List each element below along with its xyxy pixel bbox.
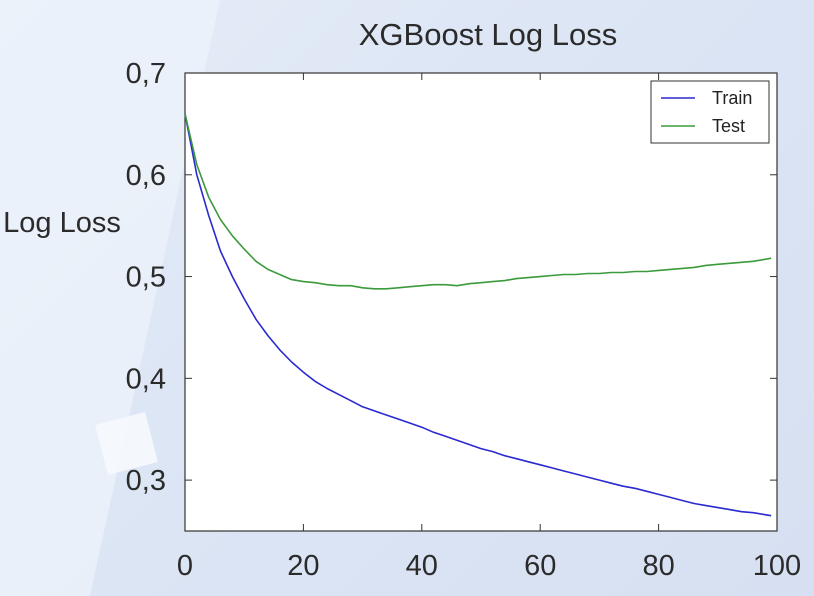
- legend-label-train: Train: [712, 88, 752, 108]
- plot-area: [184, 72, 778, 532]
- legend: Train Test: [650, 80, 770, 144]
- y-tick-label: 0,4: [126, 363, 166, 395]
- y-tick-label: 0,3: [126, 465, 166, 497]
- y-tick-label: 0,7: [126, 58, 166, 90]
- x-tick-label: 40: [406, 550, 438, 582]
- series-line-train: [184, 113, 772, 517]
- legend-label-test: Test: [712, 116, 745, 136]
- series-line-test: [184, 113, 772, 290]
- background-shape: [0, 0, 220, 596]
- x-tick-label: 100: [753, 550, 801, 582]
- background-shape: [95, 412, 158, 475]
- y-tick-label: 0,6: [126, 160, 166, 192]
- chart-title: XGBoost Log Loss: [359, 17, 618, 52]
- x-tick-label: 20: [287, 550, 319, 582]
- x-tick-label: 80: [642, 550, 674, 582]
- legend-box: [650, 80, 770, 144]
- series-lines: [184, 113, 772, 517]
- x-tick-label: 60: [524, 550, 556, 582]
- axis-ticks: 0 20 40 60 80 100 0,3 0,4 0,5 0,6 0,7: [126, 58, 802, 582]
- y-tick-label: 0,5: [126, 262, 166, 294]
- x-tick-label: 0: [177, 550, 193, 582]
- y-axis-label: Log Loss: [3, 207, 121, 239]
